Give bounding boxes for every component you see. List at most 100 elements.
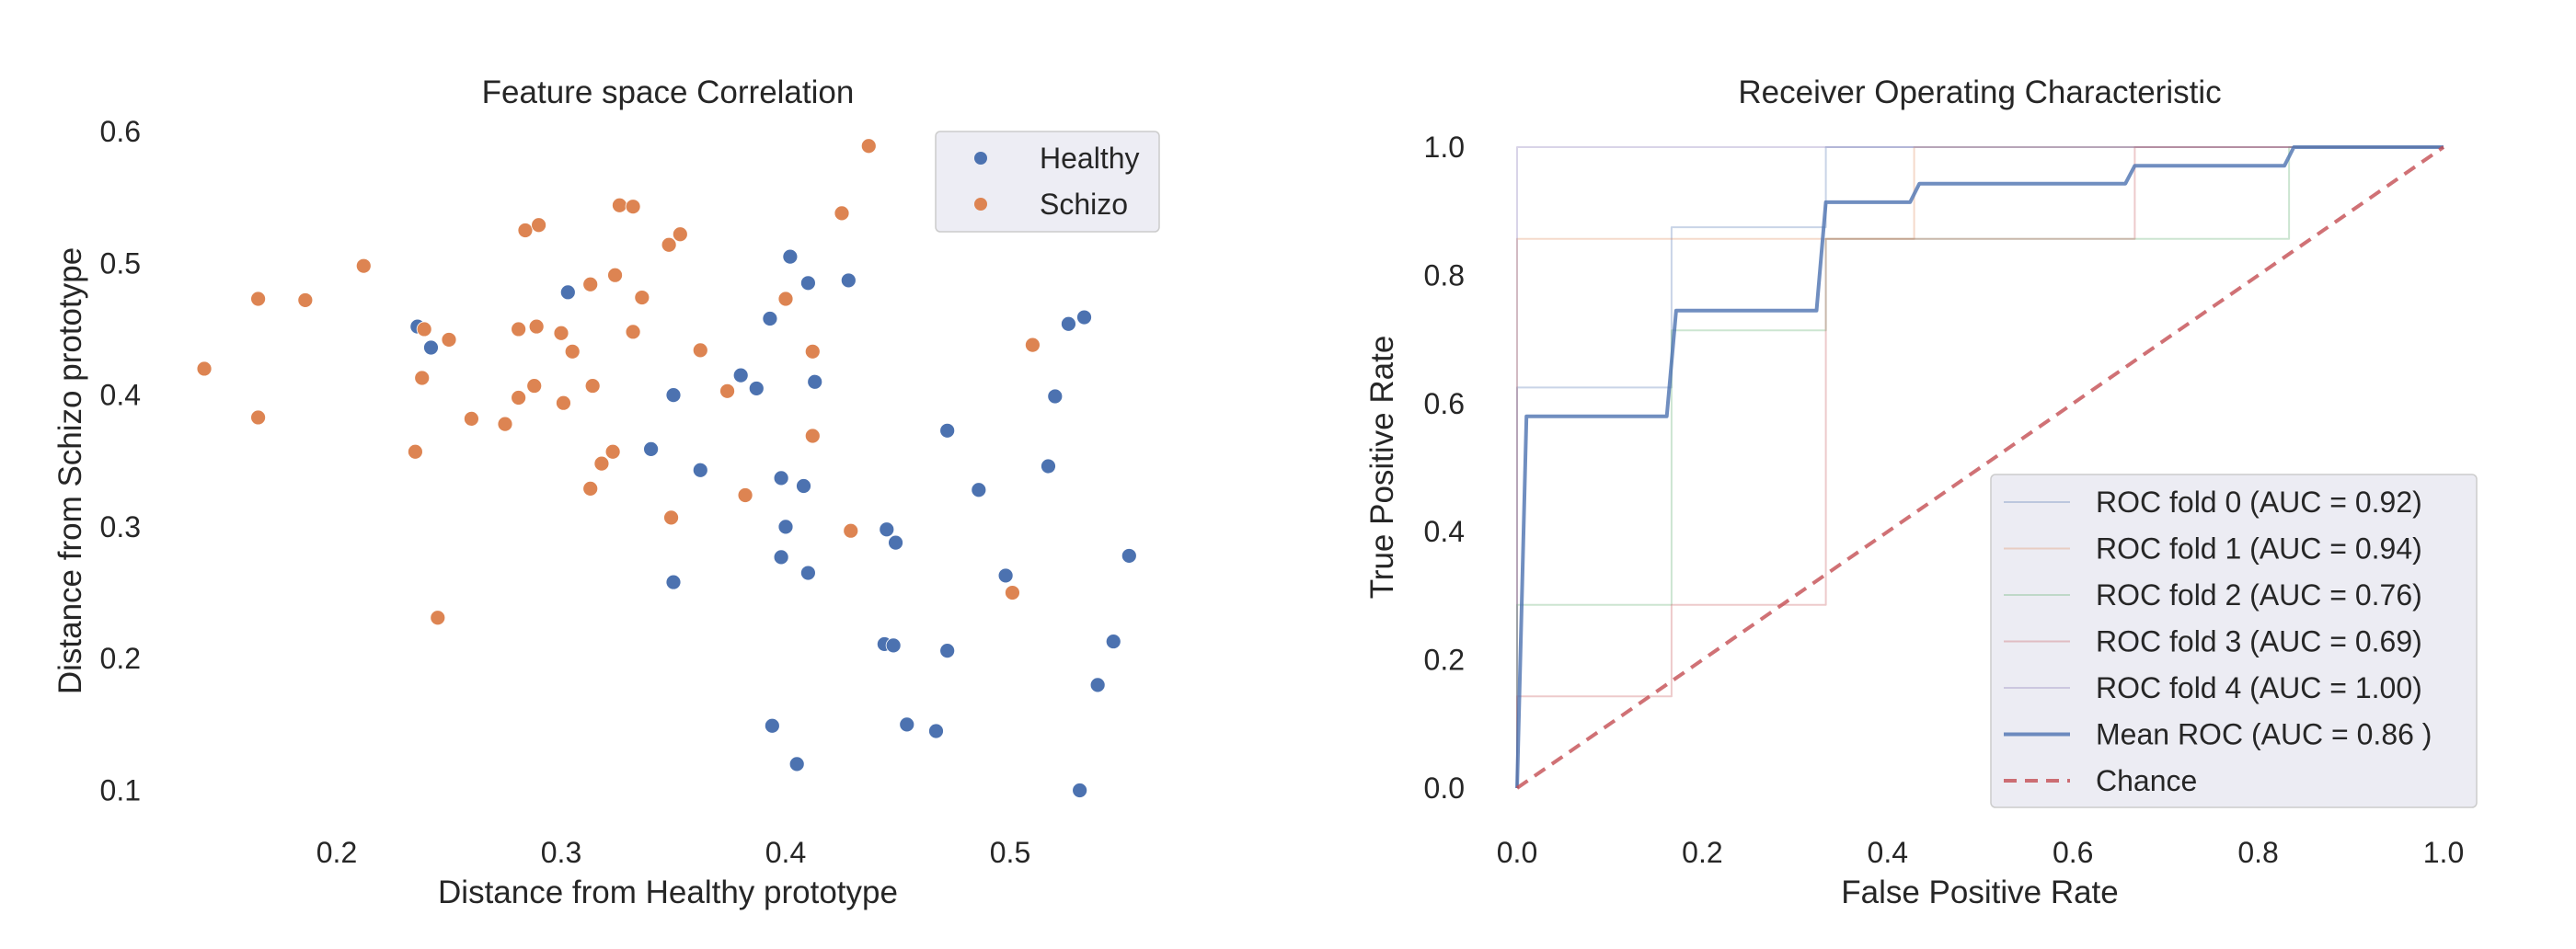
scatter-point-schizo [860, 138, 877, 154]
legend-marker-schizo [974, 198, 987, 211]
scatter-point-healthy [762, 311, 778, 326]
scatter-point-healthy [764, 717, 780, 734]
scatter-y-axis-label: Distance from Schizo prototype [52, 247, 88, 694]
scatter-point-schizo [528, 318, 545, 335]
scatter-point-healthy [796, 478, 811, 494]
scatter-point-healthy [899, 716, 915, 733]
scatter-legend-box [935, 131, 1160, 233]
scatter-point-healthy [1072, 783, 1088, 798]
scatter-point-schizo [1025, 337, 1041, 353]
roc-x-tick-label: 0.0 [1497, 836, 1537, 869]
scatter-point-healthy [423, 339, 439, 356]
scatter-point-schizo [250, 291, 267, 307]
scatter-point-schizo [593, 455, 610, 472]
mean-roc-line [1515, 145, 2444, 789]
scatter-point-healthy [732, 367, 749, 383]
scatter-point-healthy [559, 284, 576, 301]
roc-x-tick-label: 0.6 [2053, 836, 2093, 869]
scatter-x-ticks: 0.2 0.3 0.4 0.5 [316, 836, 1030, 869]
roc-title: Receiver Operating Characteristic [1738, 74, 2221, 110]
scatter-x-tick-label: 0.4 [765, 836, 806, 869]
scatter-point-schizo [407, 443, 423, 460]
scatter-point-schizo [526, 378, 543, 394]
scatter-point-schizo [464, 410, 479, 427]
legend-label-roc-fold-3-line: ROC fold 3 (AUC = 0.69) [2096, 625, 2422, 658]
scatter-point-healthy [1121, 548, 1137, 564]
scatter-y-ticks: 0.1 0.2 0.3 0.4 0.5 0.6 [100, 115, 141, 807]
legend-label-roc-fold-2-line: ROC fold 2 (AUC = 0.76) [2096, 578, 2422, 612]
scatter-point-schizo [719, 383, 735, 399]
scatter-point-schizo [531, 217, 546, 234]
scatter-point-healthy [997, 567, 1014, 584]
scatter-point-schizo [297, 292, 314, 308]
scatter-legend: Healthy Schizo [935, 131, 1160, 233]
scatter-point-healthy [643, 440, 659, 457]
roc-fold-4-line [1516, 146, 2444, 788]
scatter-point-schizo [777, 291, 794, 307]
scatter-point-schizo [250, 409, 267, 426]
scatter-point-schizo [612, 197, 627, 213]
scatter-point-schizo [1005, 585, 1020, 600]
scatter-point-healthy [748, 381, 765, 396]
roc-x-tick-label: 0.2 [1682, 836, 1722, 869]
scatter-x-tick-label: 0.5 [990, 836, 1030, 869]
scatter-title: Feature space Correlation [482, 74, 855, 110]
scatter-point-schizo [582, 480, 599, 497]
scatter-point-healthy [971, 482, 987, 498]
scatter-point-schizo [553, 325, 569, 341]
legend-label-roc-fold-4-line: ROC fold 4 (AUC = 1.00) [2096, 671, 2422, 704]
scatter-point-schizo [804, 343, 821, 360]
scatter-y-tick-label: 0.3 [100, 510, 141, 543]
scatter-point-schizo [663, 509, 679, 526]
scatter-point-schizo [672, 226, 688, 243]
scatter-point-healthy [665, 574, 682, 590]
scatter-point-healthy [885, 637, 902, 654]
scatter-x-tick-label: 0.3 [541, 836, 581, 869]
scatter-point-healthy [1089, 677, 1106, 693]
roc-y-axis-label: True Positive Rate [1364, 336, 1400, 600]
scatter-point-schizo [414, 370, 431, 386]
scatter-point-healthy [773, 549, 789, 566]
scatter-point-schizo [804, 428, 821, 444]
legend-label-healthy: Healthy [1040, 142, 1140, 175]
roc-fold-0-line [1516, 146, 2444, 788]
legend-label-roc-fold-1-line: ROC fold 1 (AUC = 0.94) [2096, 532, 2422, 566]
scatter-points [196, 138, 1137, 798]
roc-x-tick-label: 1.0 [2423, 836, 2464, 869]
roc-legend: ROC fold 0 (AUC = 0.92) ROC fold 1 (AUC =… [1990, 474, 2478, 808]
scatter-point-schizo [584, 378, 601, 394]
scatter-point-schizo [843, 522, 859, 539]
legend-label-mean-roc-line: Mean ROC (AUC = 0.86 ) [2096, 718, 2432, 751]
roc-y-tick-label: 1.0 [1424, 131, 1465, 164]
scatter-y-tick-label: 0.4 [100, 379, 141, 412]
roc-x-tick-label: 0.4 [1868, 836, 1908, 869]
scatter-point-healthy [888, 534, 903, 551]
scatter-point-schizo [625, 199, 641, 215]
scatter-point-healthy [939, 643, 956, 659]
scatter-point-schizo [604, 443, 621, 460]
roc-y-tick-label: 0.6 [1424, 387, 1465, 420]
legend-label-roc-fold-0-line: ROC fold 0 (AUC = 0.92) [2096, 486, 2422, 519]
scatter-point-healthy [777, 519, 794, 535]
scatter-point-schizo [625, 324, 641, 340]
scatter-point-schizo [416, 321, 432, 337]
scatter-point-schizo [497, 416, 513, 432]
scatter-point-healthy [928, 723, 944, 739]
roc-fold-3-line [1516, 146, 2444, 788]
scatter-y-tick-label: 0.5 [100, 246, 141, 280]
roc-x-ticks: 0.0 0.2 0.4 0.6 0.8 1.0 [1497, 836, 2464, 869]
scatter-chart: Feature space Correlation 0.10.20.30.40.… [52, 74, 1160, 910]
roc-y-ticks: 0.0 0.2 0.4 0.6 0.8 1.0 [1424, 131, 1465, 805]
scatter-point-schizo [556, 394, 571, 411]
scatter-point-healthy [1041, 458, 1056, 474]
scatter-point-schizo [355, 257, 372, 274]
scatter-point-healthy [800, 275, 816, 292]
legend-label-chance-line: Chance [2096, 764, 2197, 797]
scatter-point-healthy [1076, 309, 1092, 326]
roc-fold-2-line [1516, 146, 2444, 788]
scatter-point-schizo [517, 223, 534, 238]
scatter-point-schizo [196, 360, 213, 377]
scatter-point-healthy [788, 756, 805, 772]
scatter-point-healthy [692, 462, 708, 478]
scatter-point-healthy [1047, 388, 1064, 405]
